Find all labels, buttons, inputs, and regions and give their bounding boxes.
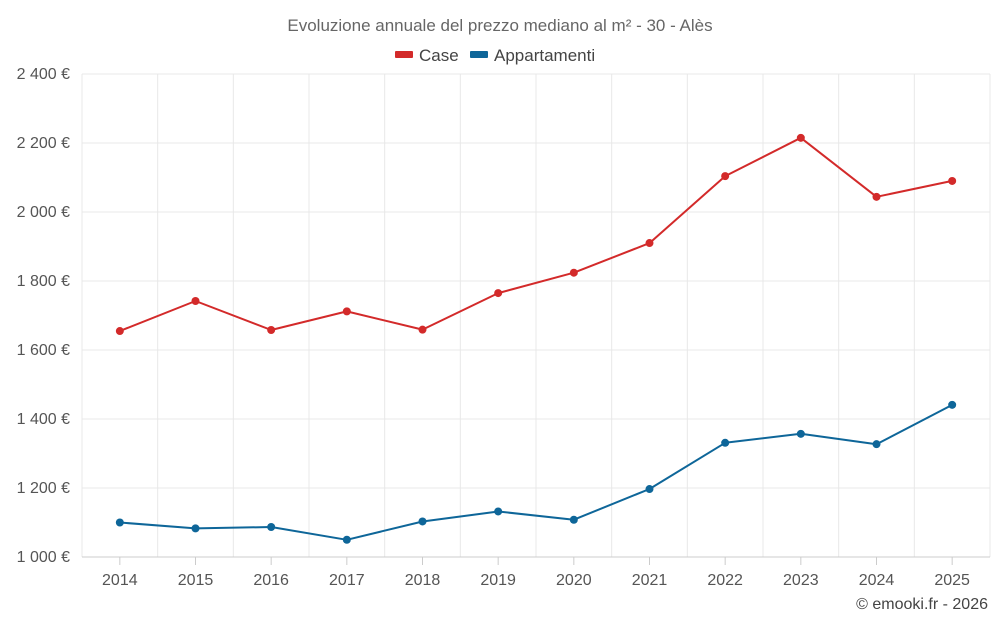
- series-group: [115, 133, 957, 544]
- data-point-appartamenti: [645, 485, 654, 494]
- x-tick-label: 2018: [405, 572, 441, 589]
- y-tick-label: 1 200 €: [17, 480, 70, 497]
- y-tick-label: 1 400 €: [17, 411, 70, 428]
- data-point-case: [267, 325, 276, 334]
- x-tick-label: 2019: [480, 572, 516, 589]
- x-tick-label: 2023: [783, 572, 819, 589]
- x-tick-label: 2022: [707, 572, 743, 589]
- data-point-appartamenti: [948, 400, 957, 409]
- x-tick-label: 2024: [859, 572, 895, 589]
- x-tick-label: 2015: [178, 572, 214, 589]
- x-tick-label: 2017: [329, 572, 365, 589]
- legend-swatch-case: [395, 51, 413, 58]
- data-point-case: [494, 289, 503, 298]
- chart-title: Evoluzione annuale del prezzo mediano al…: [287, 16, 712, 35]
- data-point-appartamenti: [115, 518, 124, 527]
- data-point-case: [872, 192, 881, 201]
- series-line-appartamenti: [119, 404, 953, 541]
- data-point-appartamenti: [872, 440, 881, 449]
- data-point-appartamenti: [494, 507, 503, 516]
- data-point-appartamenti: [418, 517, 427, 526]
- data-point-appartamenti: [191, 524, 200, 533]
- y-tick-label: 1 000 €: [17, 549, 70, 566]
- data-point-appartamenti: [267, 522, 276, 531]
- legend-label-appartamenti: Appartamenti: [494, 46, 595, 65]
- series-line-case: [119, 136, 953, 332]
- x-tick-label: 2021: [632, 572, 668, 589]
- data-point-case: [796, 133, 805, 142]
- data-point-case: [948, 176, 957, 185]
- data-point-appartamenti: [342, 535, 351, 544]
- data-point-appartamenti: [569, 515, 578, 524]
- legend-swatch-appartamenti: [470, 51, 488, 58]
- y-tick-label: 1 600 €: [17, 342, 70, 359]
- data-point-appartamenti: [796, 429, 805, 438]
- data-point-case: [191, 297, 200, 306]
- data-point-case: [342, 307, 351, 316]
- grid: [81, 73, 991, 557]
- data-point-case: [645, 239, 654, 248]
- legend-label-case: Case: [419, 46, 459, 65]
- legend: Case Appartamenti: [395, 46, 595, 65]
- data-point-case: [115, 327, 124, 336]
- x-tick-label: 2025: [934, 572, 970, 589]
- data-point-case: [569, 268, 578, 277]
- x-tick-label: 2020: [556, 572, 592, 589]
- data-point-case: [721, 172, 730, 181]
- x-tick-label: 2014: [102, 572, 138, 589]
- y-tick-label: 2 200 €: [17, 135, 70, 152]
- y-tick-label: 2 000 €: [17, 204, 70, 221]
- y-tick-label: 2 400 €: [17, 66, 70, 83]
- y-tick-label: 1 800 €: [17, 273, 70, 290]
- y-axis: 1 000 € 1 200 € 1 400 € 1 600 € 1 800 € 2 000…: [17, 66, 70, 566]
- data-point-case: [418, 325, 427, 334]
- data-point-appartamenti: [721, 438, 730, 447]
- x-tick-label: 2016: [253, 572, 289, 589]
- credit-label: © emooki.fr - 2026: [856, 596, 988, 613]
- x-axis: 2014 2015 2016 2017 2018 2019 2020 2021 2022 2023…: [82, 556, 990, 589]
